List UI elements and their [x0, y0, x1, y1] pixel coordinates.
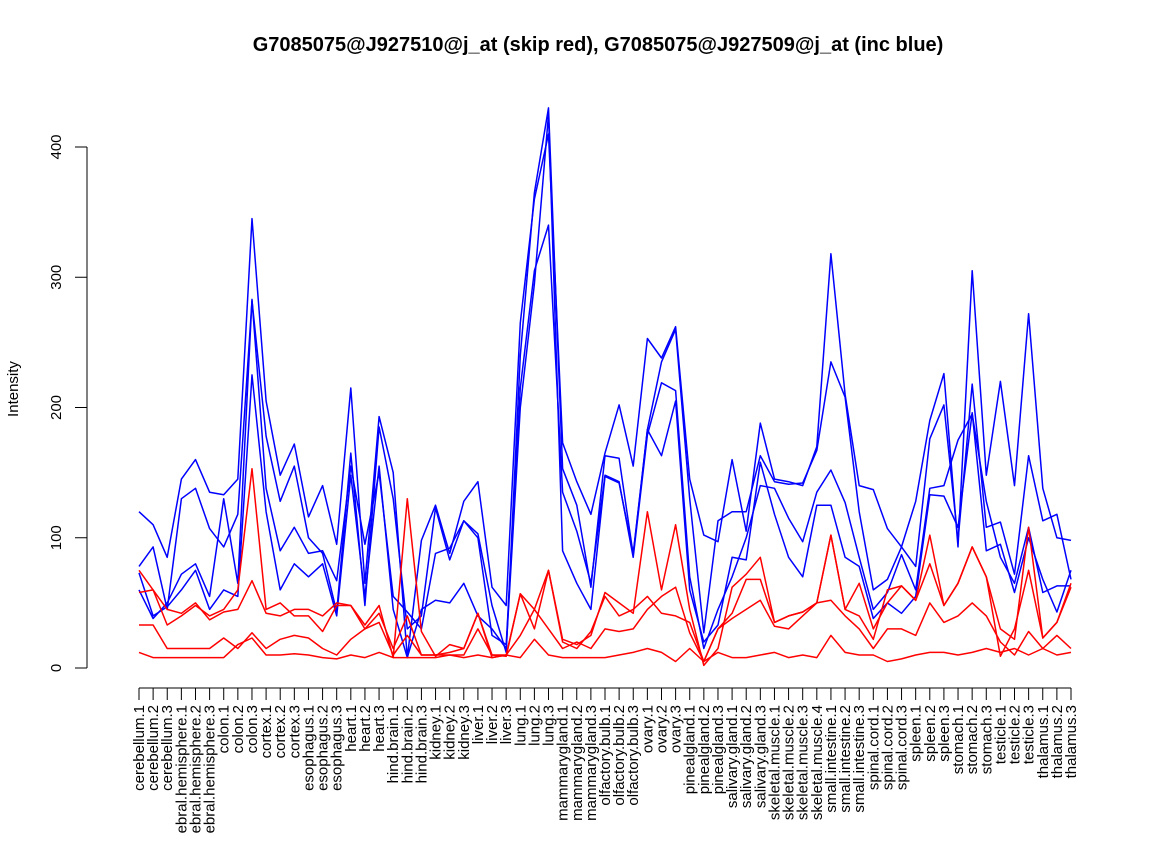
y-tick-label: 300	[48, 265, 65, 290]
x-tick-label: lung.3	[541, 705, 558, 746]
x-tick-label: olfactory.bulb.3	[625, 705, 642, 806]
x-tick-label: stomach.2	[964, 705, 981, 774]
series-line-red-8	[138, 634, 1072, 663]
x-tick-label: spleen.2	[922, 705, 939, 762]
x-tick-label: heart.2	[357, 705, 374, 752]
x-tick-label: salivary.gland.3	[752, 705, 769, 808]
x-tick-label: ovary.2	[653, 705, 670, 753]
series-lines	[138, 107, 1072, 667]
x-tick-label: skeletal.muscle.4	[809, 705, 826, 820]
x-tick-label: thalamus.3	[1063, 705, 1080, 778]
x-tick-label: cortex.1	[258, 705, 275, 758]
x-tick-label: esophagus.2	[315, 705, 332, 791]
x-tick-label: hind.brain.3	[413, 705, 430, 783]
x-tick-label: spleen.3	[936, 705, 953, 762]
x-tick-label: mammarygland.3	[583, 705, 600, 821]
x-tick-label: ebral.hemisphere.3	[202, 705, 219, 833]
series-line-blue-3	[138, 224, 1071, 650]
series-line-blue-2	[138, 107, 1072, 654]
x-tick-label: pinealgland.2	[696, 705, 713, 794]
x-tick-label: skeletal.muscle.2	[781, 705, 798, 820]
x-axis: cerebellum.1cerebellum.2cerebellum.3ebra…	[131, 687, 1080, 833]
x-tick-label: cerebellum.1	[131, 705, 148, 791]
x-tick-label: spleen.1	[908, 705, 925, 762]
x-tick-label: colon.3	[244, 705, 261, 753]
x-tick-label: colon.1	[216, 705, 233, 753]
x-tick-label: skeletal.muscle.1	[766, 705, 783, 820]
x-tick-label: ovary.3	[668, 705, 685, 753]
x-tick-label: cerebellum.3	[159, 705, 176, 791]
x-tick-label: liver.1	[470, 705, 487, 744]
x-tick-label: heart.1	[343, 705, 360, 752]
y-tick-label: 0	[48, 664, 65, 672]
x-tick-label: pinealgland.1	[682, 705, 699, 794]
x-tick-label: testicle.2	[1007, 705, 1024, 764]
x-tick-label: heart.3	[371, 705, 388, 752]
x-tick-label: mammarygland.2	[569, 705, 586, 821]
x-tick-label: small.intestine.3	[851, 705, 868, 813]
x-tick-label: olfactory.bulb.1	[597, 705, 614, 806]
x-tick-label: liver.3	[498, 705, 515, 744]
x-tick-label: esophagus.1	[300, 705, 317, 791]
y-tick-label: 200	[48, 395, 65, 420]
x-tick-label: stomach.1	[950, 705, 967, 774]
x-tick-label: lung.2	[526, 705, 543, 746]
x-tick-label: kidney.3	[456, 705, 473, 760]
x-tick-label: cerebellum.2	[145, 705, 162, 791]
y-tick-label: 400	[48, 134, 65, 159]
series-line-blue-1	[138, 133, 1072, 659]
x-tick-label: ebral.hemisphere.1	[173, 705, 190, 833]
x-tick-label: olfactory.bulb.2	[611, 705, 628, 806]
x-tick-label: ebral.hemisphere.2	[187, 705, 204, 833]
x-tick-label: kidney.2	[442, 705, 459, 760]
x-tick-label: skeletal.muscle.3	[795, 705, 812, 820]
x-tick-label: kidney.1	[428, 705, 445, 760]
x-tick-label: testicle.1	[992, 705, 1009, 764]
x-tick-label: esophagus.3	[329, 705, 346, 791]
series-line-blue-4	[138, 113, 1072, 659]
x-tick-label: ovary.1	[639, 705, 656, 753]
x-tick-label: hind.brain.2	[399, 705, 416, 783]
x-tick-label: lung.1	[512, 705, 529, 746]
x-tick-label: colon.2	[230, 705, 247, 753]
x-tick-label: small.intestine.1	[823, 705, 840, 813]
x-tick-label: mammarygland.1	[555, 705, 572, 821]
x-tick-label: thalamus.2	[1049, 705, 1066, 778]
series-line-red-7	[139, 586, 1072, 663]
x-tick-label: cortex.2	[272, 705, 289, 758]
x-tick-label: spinal.cord.1	[865, 705, 882, 790]
x-tick-label: salivary.gland.2	[738, 705, 755, 808]
x-tick-label: cortex.3	[286, 705, 303, 758]
x-tick-label: hind.brain.1	[385, 705, 402, 783]
y-tick-label: 100	[48, 525, 65, 550]
x-tick-label: stomach.3	[978, 705, 995, 774]
y-axis: 0 100 200 300 400	[48, 134, 88, 672]
x-tick-label: spinal.cord.3	[894, 705, 911, 790]
x-tick-label: salivary.gland.1	[724, 705, 741, 808]
x-tick-label: pinealgland.3	[710, 705, 727, 794]
x-tick-label: small.intestine.2	[837, 705, 854, 813]
x-tick-label: spinal.cord.2	[879, 705, 896, 790]
x-tick-label: liver.2	[484, 705, 501, 744]
series-line-red-6	[138, 526, 1072, 663]
y-axis-label: Intensity	[5, 361, 22, 417]
chart-title: G7085075@J927510@j_at (skip red), G70850…	[253, 34, 944, 56]
x-tick-label: testicle.3	[1021, 705, 1038, 764]
x-tick-label: thalamus.1	[1035, 705, 1052, 778]
